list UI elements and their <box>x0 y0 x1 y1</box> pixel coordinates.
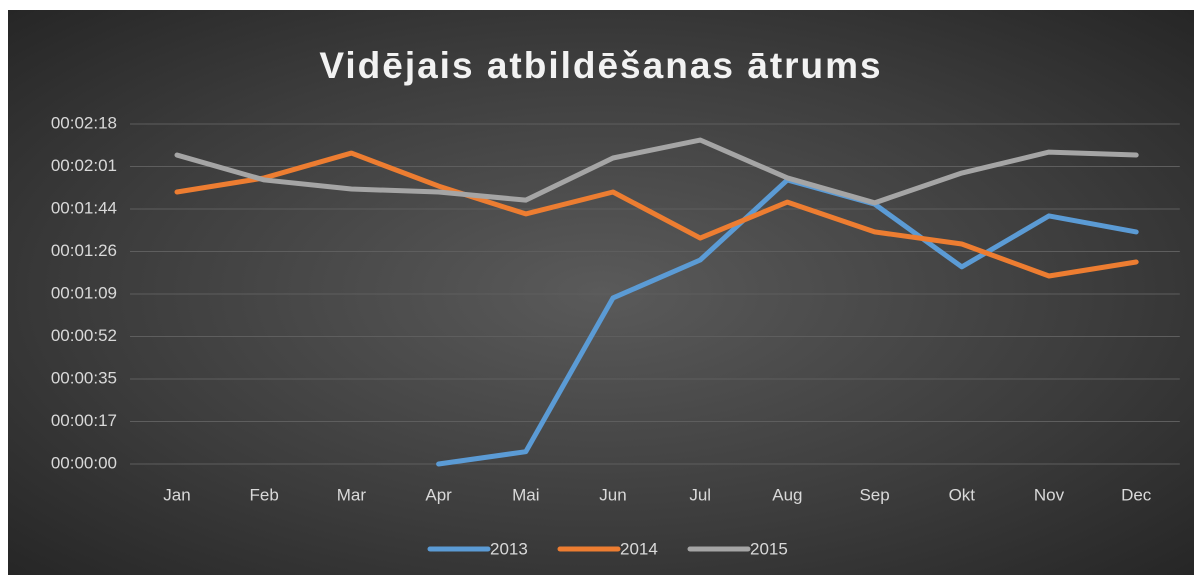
legend-label: 2014 <box>620 539 658 558</box>
y-tick-label: 00:01:09 <box>51 283 117 302</box>
x-tick-label: Feb <box>250 485 279 504</box>
y-tick-label: 00:02:18 <box>51 113 117 132</box>
y-tick-label: 00:00:00 <box>51 453 117 472</box>
y-tick-label: 00:01:44 <box>51 198 117 217</box>
x-tick-label: Sep <box>859 485 889 504</box>
x-tick-label: Okt <box>949 485 976 504</box>
x-tick-label: Jul <box>689 485 711 504</box>
chart-title: Vidējais atbildēšanas ātrums <box>319 45 882 86</box>
x-tick-label: Jun <box>599 485 626 504</box>
series-line <box>174 137 1139 206</box>
x-tick-label: Jan <box>163 485 190 504</box>
y-tick-label: 00:00:52 <box>51 326 117 345</box>
x-tick-label: Mai <box>512 485 539 504</box>
y-tick-label: 00:02:01 <box>51 156 117 175</box>
x-tick-label: Mar <box>337 485 367 504</box>
series-line <box>174 150 1139 279</box>
x-tick-label: Nov <box>1034 485 1065 504</box>
y-tick-label: 00:01:26 <box>51 241 117 260</box>
y-tick-label: 00:00:17 <box>51 411 117 430</box>
legend-label: 2015 <box>750 539 788 558</box>
x-tick-label: Aug <box>772 485 802 504</box>
x-tick-label: Dec <box>1121 485 1152 504</box>
x-tick-label: Apr <box>425 485 452 504</box>
chart-background <box>8 10 1194 575</box>
legend-label: 2013 <box>490 539 528 558</box>
y-tick-label: 00:00:35 <box>51 368 117 387</box>
